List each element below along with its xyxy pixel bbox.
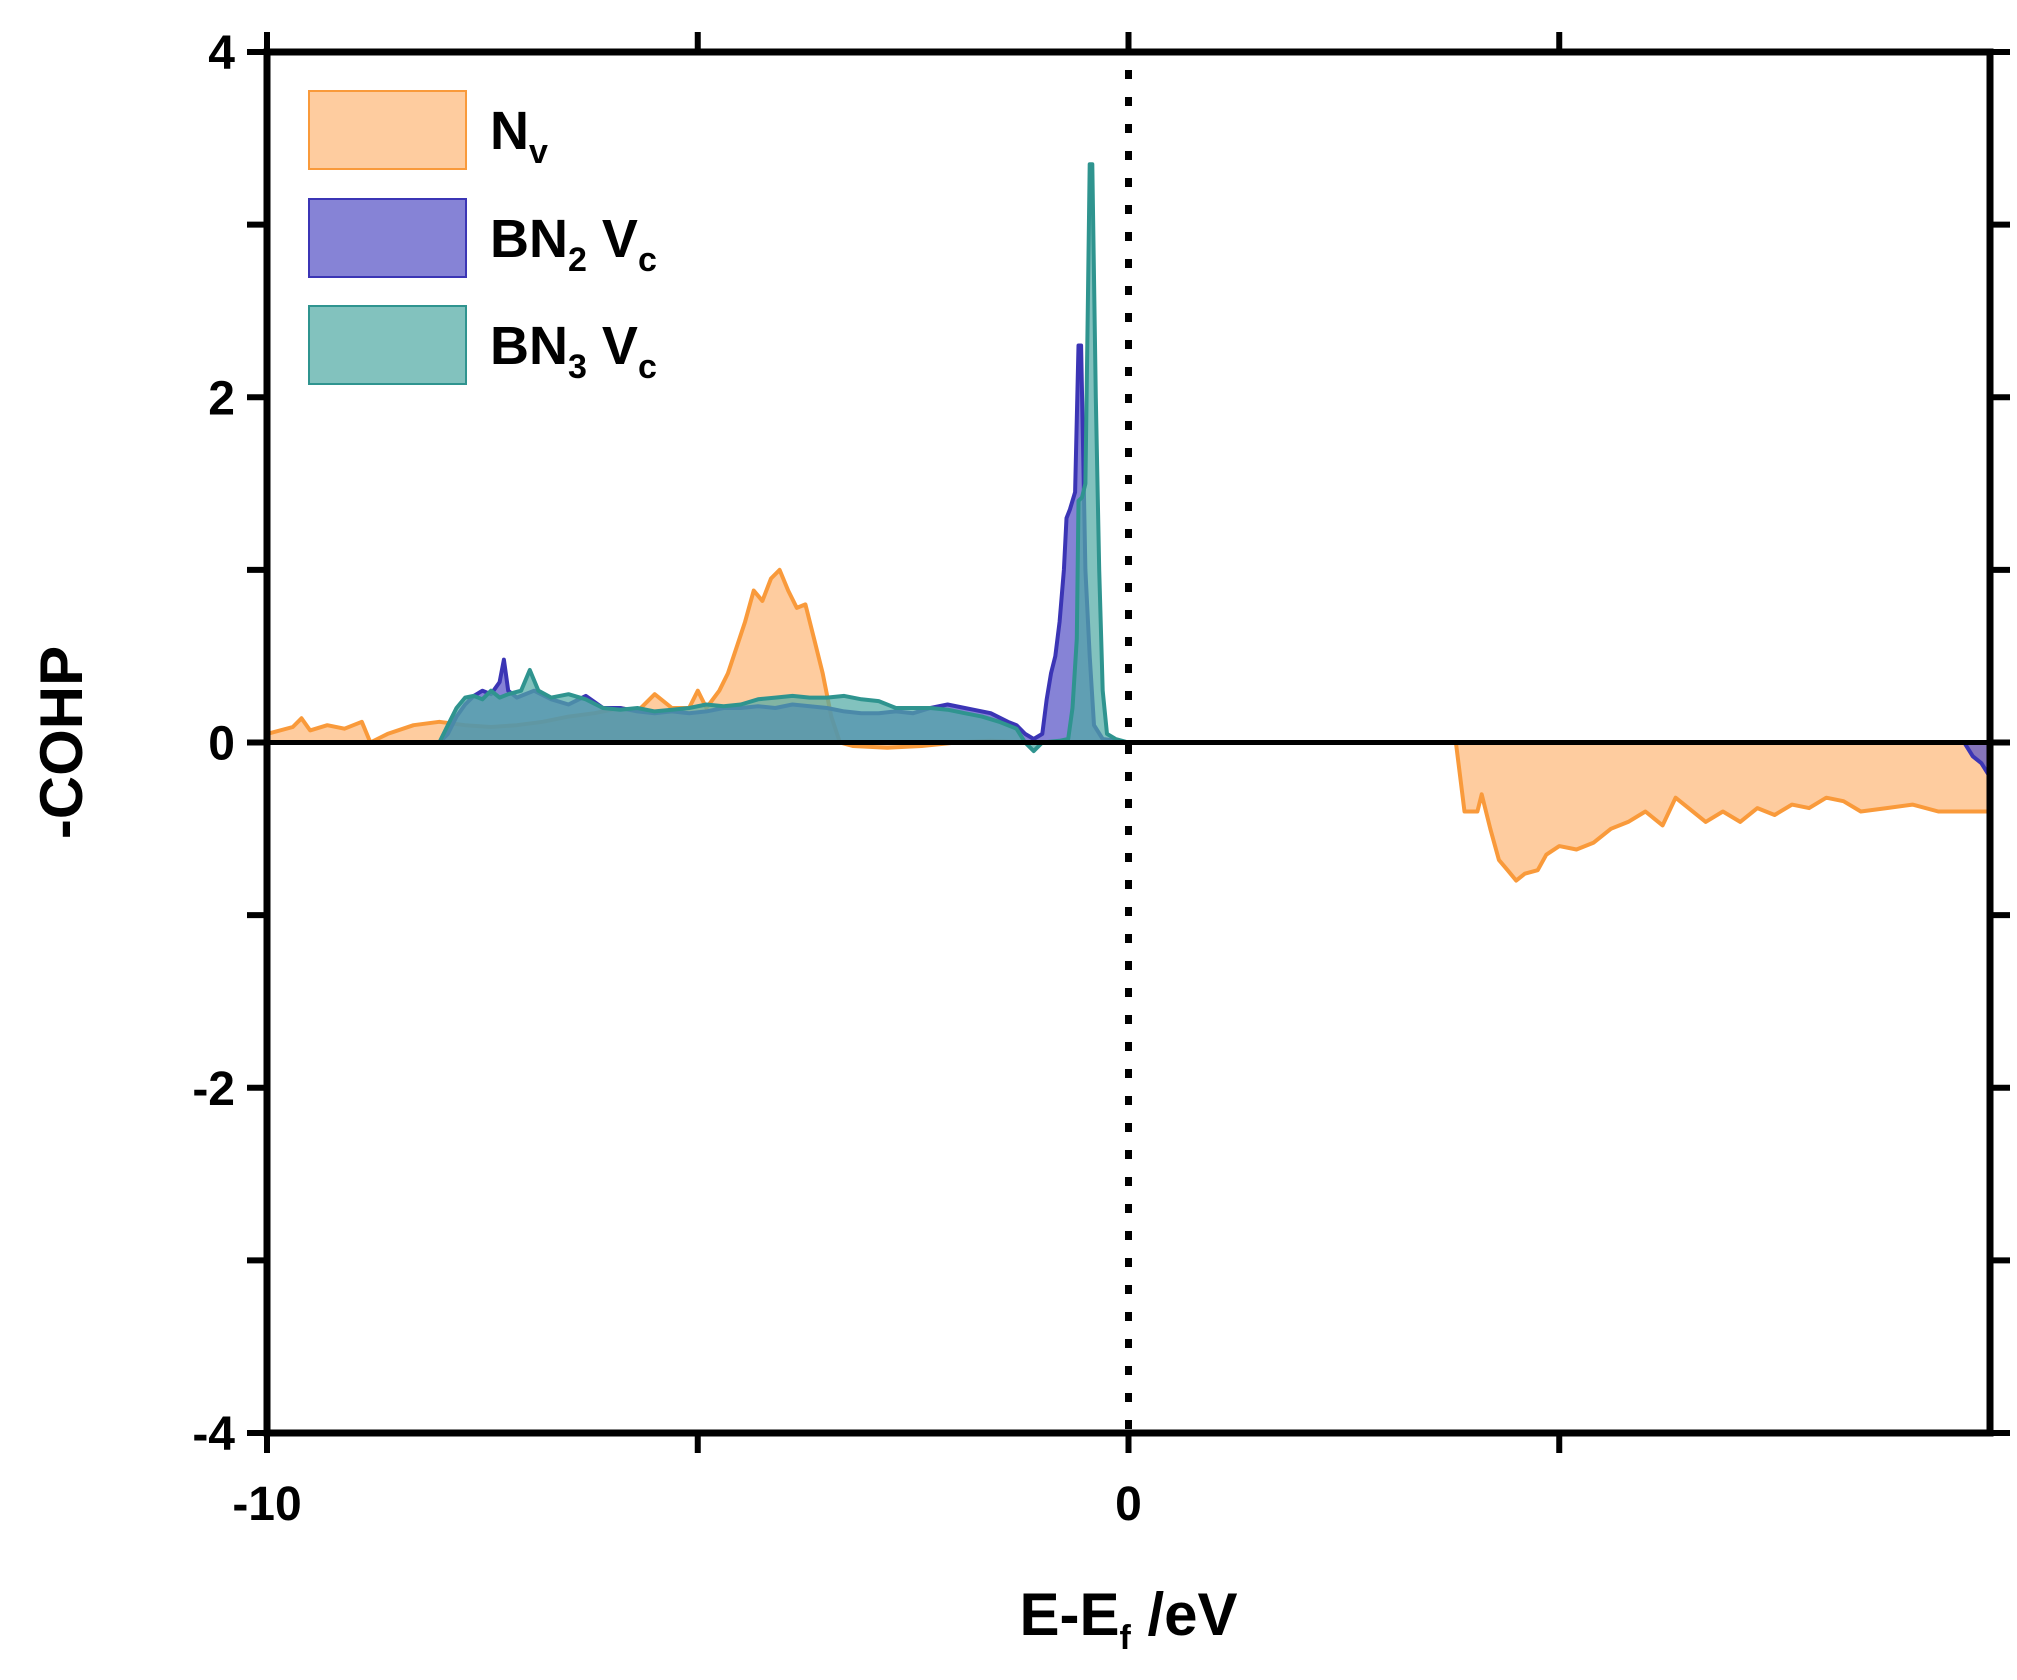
legend-label-sub2: c <box>638 348 657 386</box>
series-layer <box>265 162 1992 883</box>
x-tick-label: -10 <box>232 1478 301 1531</box>
legend-label-main: N <box>490 101 529 161</box>
y-tick-label: 0 <box>208 718 235 771</box>
legend-label-tail: V <box>587 209 638 269</box>
legend-label-sub: 2 <box>568 241 587 279</box>
legend-label-2: BN2 Vc <box>490 209 657 279</box>
legend-label-sub: v <box>529 133 548 171</box>
x-axis-title-sub: f <box>1119 1619 1131 1657</box>
legend-label-3: BN3 Vc <box>490 316 657 386</box>
y-tick-label: 2 <box>208 372 235 425</box>
y-tick-label: -2 <box>192 1063 235 1116</box>
x-axis-title-tail: /eV <box>1131 1581 1238 1648</box>
x-tick-label: 0 <box>1115 1478 1142 1531</box>
legend-swatch-2 <box>308 198 467 278</box>
ticks-layer: -4 -2 0 2 4 -10 0 <box>192 27 2010 1531</box>
legend-label-sub2: c <box>638 241 657 279</box>
legend-swatch-3 <box>308 305 467 385</box>
x-axis-title: E-Ef /eV <box>1019 1581 1237 1657</box>
y-tick-label: 4 <box>208 27 235 80</box>
legend-label-tail: V <box>587 316 638 376</box>
legend-swatch-1 <box>308 90 467 170</box>
y-tick-label: -4 <box>192 1408 235 1461</box>
series-area-3 <box>265 162 1992 754</box>
legend-label-main: BN <box>490 316 568 376</box>
legend-label-main: BN <box>490 209 568 269</box>
legend-label-1: Nv <box>490 101 548 171</box>
legend-label-sub: 3 <box>568 348 587 386</box>
y-axis-title: -COHP <box>28 646 95 839</box>
x-axis-title-main: E-E <box>1019 1581 1119 1648</box>
